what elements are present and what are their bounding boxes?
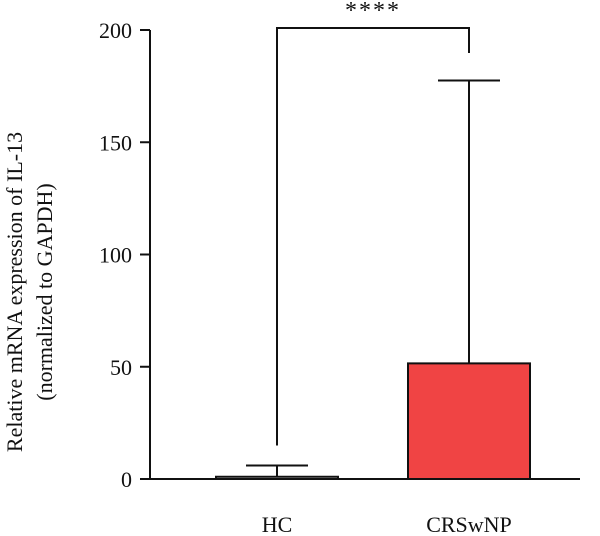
y-tick-label: 50	[110, 355, 132, 380]
category-label-hc: HC	[262, 512, 293, 536]
significance-bracket	[276, 27, 470, 446]
bars	[215, 362, 531, 481]
y-tick-label: 100	[99, 243, 132, 268]
y-axis-title: Relative mRNA expression of IL-13 (norma…	[2, 132, 57, 452]
error-bars	[246, 79, 500, 477]
y-ticks: 0 50 100 150 200	[99, 18, 150, 492]
bar-hc	[215, 475, 339, 481]
significance-annotation: ****	[276, 0, 470, 446]
y-tick-label: 0	[121, 467, 132, 492]
y-axis-title-line2: (normalized to GAPDH)	[32, 183, 57, 401]
significance-label: ****	[345, 0, 401, 24]
y-axis-title-line1: Relative mRNA expression of IL-13	[2, 132, 27, 452]
y-tick-label: 200	[99, 18, 132, 43]
y-tick-label: 150	[99, 130, 132, 155]
category-labels: HC CRSwNP	[262, 512, 512, 536]
bar-crswnp	[407, 362, 531, 481]
category-label-crswnp: CRSwNP	[426, 512, 512, 536]
